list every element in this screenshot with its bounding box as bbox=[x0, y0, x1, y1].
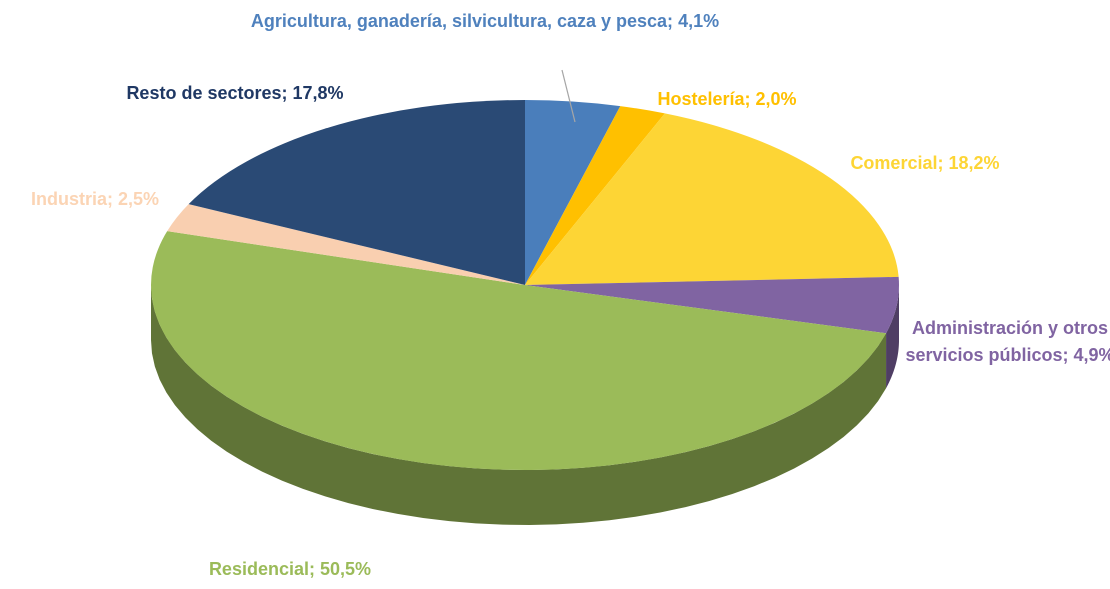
data-label: Hostelería; 2,0% bbox=[612, 86, 842, 113]
value-label: 2,5% bbox=[118, 189, 160, 209]
data-label: Comercial; 18,2% bbox=[805, 150, 1045, 177]
pie-sides bbox=[151, 285, 899, 525]
slice bbox=[525, 106, 665, 285]
data-label: Agricultura, ganadería, silvicultura, ca… bbox=[230, 8, 740, 35]
category-label: Administración y otros servicios público… bbox=[905, 318, 1109, 365]
category-label: Resto de sectores; bbox=[126, 83, 288, 103]
category-label: Residencial; bbox=[208, 559, 315, 579]
value-label: 4,1% bbox=[678, 11, 720, 31]
value-label: 18,2% bbox=[948, 153, 1000, 173]
category-label: Comercial; bbox=[850, 153, 944, 173]
value-label: 2,0% bbox=[755, 89, 797, 109]
leader-line bbox=[561, 69, 576, 123]
slice bbox=[188, 100, 525, 285]
value-label: 50,5% bbox=[320, 559, 372, 579]
data-label: Residencial; 50,5% bbox=[150, 556, 430, 583]
category-label: Industria; bbox=[30, 189, 113, 209]
slice bbox=[150, 231, 887, 471]
value-label: 4,9% bbox=[1073, 345, 1110, 365]
slice bbox=[525, 113, 899, 286]
value-label: 17,8% bbox=[292, 83, 344, 103]
slice-side bbox=[886, 285, 899, 389]
data-label: Industria; 2,5% bbox=[0, 186, 190, 213]
slice bbox=[525, 276, 899, 334]
slice-side bbox=[151, 285, 887, 525]
category-label: Agricultura, ganadería, silvicultura, ca… bbox=[250, 11, 674, 31]
data-label: Administración y otros servicios público… bbox=[905, 315, 1110, 369]
category-label: Hostelería; bbox=[657, 89, 751, 109]
data-label: Resto de sectores; 17,8% bbox=[120, 80, 350, 107]
slice bbox=[167, 204, 525, 285]
slice bbox=[525, 100, 621, 285]
